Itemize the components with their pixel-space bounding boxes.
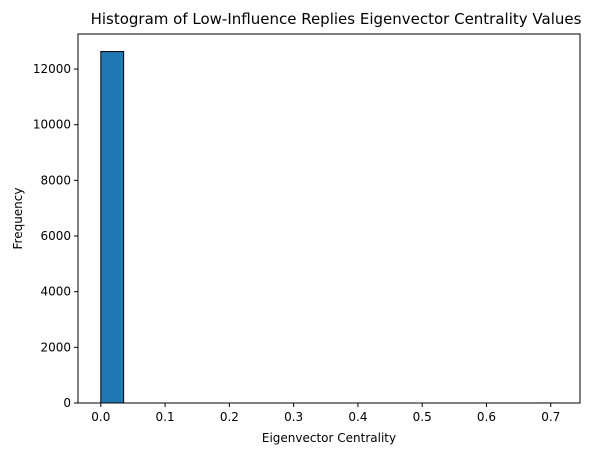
x-tick-label: 0.4 — [348, 410, 367, 424]
x-axis-ticks: 0.0 0.1 0.2 0.3 0.4 0.5 0.6 0.7 — [91, 403, 560, 424]
chart-title: Histogram of Low-Influence Replies Eigen… — [91, 10, 582, 28]
x-tick-label: 0.2 — [220, 410, 239, 424]
y-tick-label: 4000 — [40, 285, 71, 299]
x-axis-label: Eigenvector Centrality — [262, 431, 396, 445]
y-tick-label: 6000 — [40, 229, 71, 243]
x-tick-label: 0.7 — [541, 410, 560, 424]
y-axis-label: Frequency — [11, 188, 25, 250]
y-tick-label: 12000 — [33, 62, 71, 76]
y-tick-label: 8000 — [40, 173, 71, 187]
bars-group — [100, 51, 558, 404]
x-tick-label: 0.6 — [477, 410, 496, 424]
histogram-bar — [100, 51, 125, 404]
x-tick-label: 0.1 — [156, 410, 175, 424]
y-tick-label: 10000 — [33, 118, 71, 132]
x-tick-label: 0.5 — [413, 410, 432, 424]
y-tick-label: 2000 — [40, 340, 71, 354]
y-tick-label: 0 — [63, 396, 71, 410]
x-tick-label: 0.0 — [91, 410, 110, 424]
x-tick-label: 0.3 — [284, 410, 303, 424]
plot-frame — [77, 33, 581, 404]
y-axis-ticks: 0 2000 4000 6000 8000 10000 12000 — [33, 62, 78, 410]
